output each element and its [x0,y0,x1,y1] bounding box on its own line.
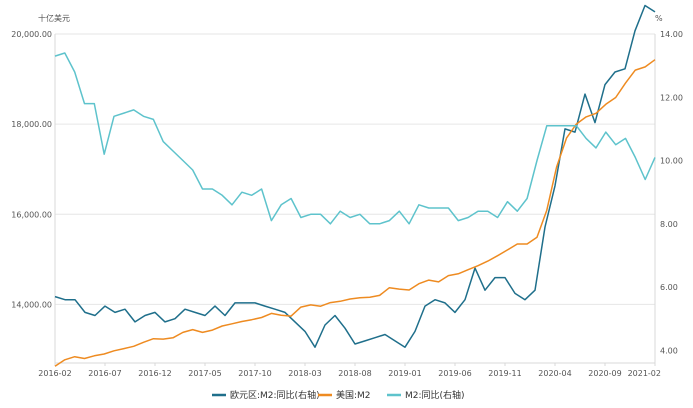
x-tick-label: 2018-08 [338,369,371,378]
x-tick-label: 2016-02 [38,369,71,378]
x-tick-label: 2018-03 [288,369,321,378]
legend: 欧元区:M2:同比(右轴) 美国:M2 M2:同比(右轴) [212,389,465,401]
left-tick-label: 16,000.00 [11,210,52,219]
series-line-1 [54,59,656,367]
right-tick-label: 12.00 [660,93,683,102]
tick-labels: 14,000.00 16,000.00 18,000.00 20,000.00 4.00… [11,30,683,378]
x-tick-label: 2017-05 [188,369,221,378]
series-line-2 [54,52,656,225]
gridlines [55,33,655,305]
right-tick-label: 10.00 [660,157,683,166]
legend-label: M2:同比(右轴) [405,389,465,401]
x-tick-label: 2021-02 [628,369,661,378]
x-tick-label: 2019-01 [388,369,421,378]
left-tick-label: 20,000.00 [11,30,52,39]
right-axis-unit: % [655,14,663,23]
legend-label: 美国:M2 [336,389,371,401]
x-tick-label: 2016-07 [88,369,121,378]
axes [54,34,656,364]
left-tick-label: 18,000.00 [11,120,52,129]
left-tick-label: 14,000.00 [11,300,52,309]
left-axis-unit: 十亿美元 [38,13,70,23]
right-tick-label: 6.00 [660,283,678,292]
right-tick-label: 4.00 [660,346,678,355]
x-tick-label: 2017-10 [238,369,271,378]
series-line-0 [54,4,656,348]
x-tick-label: 2019-06 [438,369,471,378]
x-tick-label: 2020-04 [538,369,571,378]
right-tick-label: 8.00 [660,220,678,229]
x-tick-label: 2016-12 [138,369,171,378]
legend-label: 欧元区:M2:同比(右轴) [230,389,320,401]
x-tick-label: 2020-09 [588,369,621,378]
x-tick-label: 2019-11 [488,369,521,378]
right-tick-label: 14.00 [660,30,683,39]
series-lines [54,4,656,367]
